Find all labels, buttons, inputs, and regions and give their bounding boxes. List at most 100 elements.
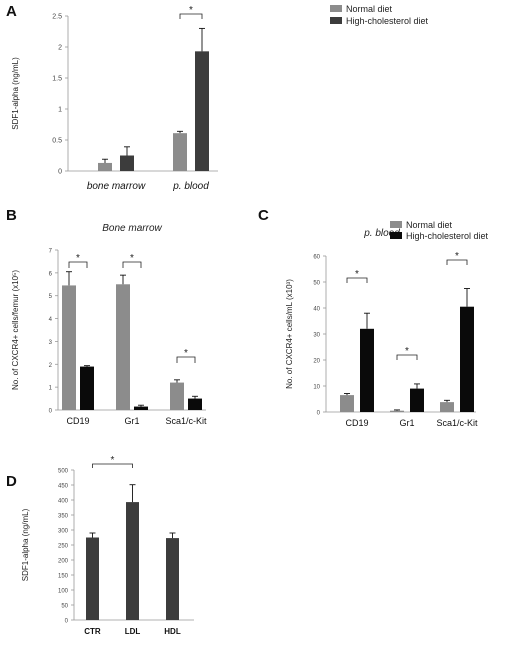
significance-star: * xyxy=(405,346,409,357)
y-tick-label: 150 xyxy=(58,574,69,580)
y-tick-label: 0 xyxy=(58,169,62,176)
y-tick-label: 3 xyxy=(49,340,53,346)
bar-series-ldl xyxy=(126,502,139,620)
y-tick-label: 400 xyxy=(58,499,69,505)
significance-star: * xyxy=(355,269,359,280)
bar-normal-diet-cd19 xyxy=(62,285,76,410)
bar-normal-diet-sca1-c-kit xyxy=(440,402,454,412)
bar-normal-diet-bone-marrow xyxy=(98,162,112,171)
bar-normal-diet-p-blood xyxy=(173,133,187,171)
significance-bracket xyxy=(396,354,418,360)
y-tick-label: 20 xyxy=(313,359,320,365)
chart-title: p. blood xyxy=(363,228,400,239)
bar-high-cholesterol-diet-sca1-c-kit xyxy=(460,306,474,412)
legend-swatch xyxy=(390,221,402,228)
bar-normal-diet-gr1 xyxy=(390,410,404,412)
y-tick-label: 500 xyxy=(58,469,69,475)
bar-series-ctr xyxy=(86,537,99,620)
y-tick-label: 7 xyxy=(49,249,53,255)
significance-bracket xyxy=(92,463,133,468)
significance-bracket xyxy=(176,356,196,363)
legend-label: High-cholesterol diet xyxy=(406,231,489,241)
x-tick-label: CD19 xyxy=(66,416,89,426)
bar-high-cholesterol-diet-gr1 xyxy=(410,388,424,412)
y-tick-label: 100 xyxy=(58,589,69,595)
y-tick-label: 1 xyxy=(58,107,62,114)
significance-bracket xyxy=(122,261,142,268)
panel-c: Cp. blood 0 10 20 30 40 50 60 No. of CXCR4+ cell… xyxy=(258,207,489,428)
bar-high-cholesterol-diet-bone-marrow xyxy=(120,155,134,171)
x-tick-label: Gr1 xyxy=(399,418,414,428)
bar-normal-diet-sca1-c-kit xyxy=(170,382,184,410)
y-tick-label: 350 xyxy=(58,514,69,520)
x-tick-label: LDL xyxy=(125,627,141,636)
x-tick-label: CD19 xyxy=(345,418,368,428)
y-tick-label: 5 xyxy=(49,294,53,300)
legend-swatch xyxy=(390,232,402,239)
x-tick-label: Gr1 xyxy=(124,416,139,426)
significance-bracket xyxy=(179,13,203,19)
chart-title: Bone marrow xyxy=(102,223,162,234)
panel-letter: B xyxy=(6,207,17,224)
y-tick-label: 200 xyxy=(58,559,69,565)
y-tick-label: 300 xyxy=(58,529,69,535)
y-tick-label: 30 xyxy=(313,333,320,339)
legend-swatch xyxy=(330,17,342,24)
y-tick-label: 2 xyxy=(58,45,62,52)
y-tick-label: 4 xyxy=(49,317,53,323)
y-tick-label: 2.5 xyxy=(52,14,62,21)
x-tick-label: p. blood xyxy=(172,181,209,192)
y-axis-label: SDF1-alpha (ng/mL) xyxy=(11,57,20,130)
y-tick-label: 50 xyxy=(61,604,68,610)
y-axis-label: No. of CXCR4+ cells/mL (x10³) xyxy=(285,279,294,389)
y-tick-label: 450 xyxy=(58,484,69,490)
significance-star: * xyxy=(184,348,188,359)
panel-d: D 0 50 100 150 200 250 300 350 400 450 500 SDF1-alph… xyxy=(6,455,194,636)
significance-bracket xyxy=(446,259,468,265)
y-tick-label: 1 xyxy=(49,386,53,392)
y-tick-label: 60 xyxy=(313,255,320,261)
significance-star: * xyxy=(189,5,193,16)
y-tick-label: 0.5 xyxy=(52,138,62,145)
significance-bracket xyxy=(68,261,88,268)
y-axis-label: No. of CXCR4+ cells/femur (x10⁵) xyxy=(11,270,20,390)
legend: Normal diet High-cholesterol diet xyxy=(330,4,429,26)
panel-a: A 0 0.5 1 1.5 2 2.5 SDF1-alpha (ng/mL) bone marr… xyxy=(6,3,429,192)
y-tick-label: 0 xyxy=(65,619,69,625)
x-tick-label: Sca1/c-Kit xyxy=(165,416,207,426)
y-tick-label: 40 xyxy=(313,307,320,313)
x-tick-label: bone marrow xyxy=(87,181,146,192)
x-tick-label: CTR xyxy=(84,627,101,636)
y-tick-label: 6 xyxy=(49,271,53,277)
significance-star: * xyxy=(76,253,80,264)
y-axis-label: SDF1-alpha (ng/mL) xyxy=(21,508,30,581)
bar-series-hdl xyxy=(166,538,179,620)
y-tick-label: 10 xyxy=(313,385,320,391)
panel-letter: D xyxy=(6,473,17,490)
legend-label: Normal diet xyxy=(406,220,453,230)
panel-letter: A xyxy=(6,3,17,20)
bar-normal-diet-cd19 xyxy=(340,395,354,412)
legend-label: High-cholesterol diet xyxy=(346,16,429,26)
y-tick-label: 1.5 xyxy=(52,76,62,83)
y-tick-label: 250 xyxy=(58,544,69,550)
y-tick-label: 0 xyxy=(317,411,321,417)
significance-star: * xyxy=(111,455,115,466)
bar-high-cholesterol-diet-cd19 xyxy=(80,366,94,410)
y-tick-label: 2 xyxy=(49,363,53,369)
bar-high-cholesterol-diet-sca1-c-kit xyxy=(188,398,202,410)
x-tick-label: Sca1/c-Kit xyxy=(436,418,478,428)
bar-high-cholesterol-diet-gr1 xyxy=(134,406,148,410)
x-tick-label: HDL xyxy=(164,627,181,636)
y-tick-label: 0 xyxy=(49,409,53,415)
y-tick-label: 50 xyxy=(313,281,320,287)
legend-label: Normal diet xyxy=(346,4,393,14)
bar-high-cholesterol-diet-cd19 xyxy=(360,328,374,412)
significance-star: * xyxy=(130,253,134,264)
legend-swatch xyxy=(330,5,342,12)
panel-b: B Bone marrow 0 1 2 3 4 5 6 7 No. of CXCR4+ cells/… xyxy=(6,207,207,426)
significance-bracket xyxy=(346,277,368,283)
